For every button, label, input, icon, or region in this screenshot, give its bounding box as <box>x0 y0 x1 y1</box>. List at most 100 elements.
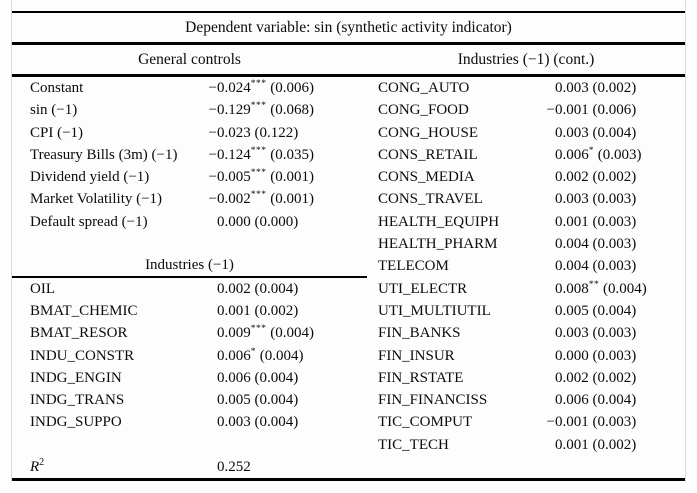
row-label: FIN_FINANCISS <box>378 392 488 409</box>
row-value: 0.002 (0.004) <box>217 280 299 297</box>
table-row: CONG_FOOD −0.001 (0.006) <box>367 99 685 121</box>
table-row: FIN_BANKS 0.003 (0.003) <box>367 322 685 344</box>
significance-stars: *** <box>250 190 267 201</box>
table-row: UTI_MULTIUTIL 0.005 (0.004) <box>367 300 685 322</box>
row-label: INDG_TRANS <box>30 392 125 409</box>
significance-stars: *** <box>250 79 267 89</box>
spacer-row <box>12 233 367 255</box>
row-label: UTI_ELECTR <box>378 280 468 297</box>
row-label: CONG_FOOD <box>378 102 469 119</box>
row-value: −0.002*** (0.001) <box>208 190 314 208</box>
row-value: 0.003 (0.002) <box>555 80 637 96</box>
column-header-row: General controls Industries (−1) (cont.) <box>12 45 685 74</box>
title-divider-rule <box>12 42 685 45</box>
r-squared-row: R2 0.252 <box>12 456 367 478</box>
table-row: BMAT_CHEMIC 0.001 (0.002) <box>12 300 367 322</box>
row-value: 0.006* (0.004) <box>217 346 304 364</box>
row-label: TIC_COMPUT <box>378 414 473 431</box>
row-value: 0.001 (0.002) <box>217 302 299 319</box>
row-label: UTI_MULTIUTIL <box>378 302 491 319</box>
row-value: 0.005 (0.004) <box>555 302 637 319</box>
significance-stars: *** <box>250 101 267 112</box>
row-value: 0.001 (0.003) <box>555 213 637 230</box>
table-row: INDU_CONSTR 0.006* (0.004) <box>12 345 367 367</box>
significance-stars: *** <box>250 168 267 179</box>
row-value: −0.024*** (0.006) <box>208 79 314 96</box>
row-label: TELECOM <box>378 258 449 275</box>
table-row: INDG_SUPPO 0.003 (0.004) <box>12 411 367 433</box>
row-label: TIC_TECH <box>378 436 449 453</box>
significance-stars: *** <box>250 324 267 335</box>
row-value: 0.006* (0.003) <box>555 145 642 163</box>
row-value: 0.000 (0.003) <box>555 347 637 364</box>
table-row: CONS_TRAVEL 0.003 (0.003) <box>367 188 685 210</box>
significance-stars: * <box>250 346 256 357</box>
row-value: 0.001 (0.002) <box>555 436 637 453</box>
row-label: BMAT_CHEMIC <box>30 302 138 319</box>
general-controls-rows: Constant −0.024*** (0.006) sin (−1) −0.129*… <box>12 77 367 233</box>
row-label: Dividend yield (−1) <box>30 169 150 186</box>
table-row: Default spread (−1) 0.000 (0.000) <box>12 211 367 233</box>
right-column-header: Industries (−1) (cont.) <box>457 51 595 68</box>
spacer-row <box>367 456 685 478</box>
significance-stars: * <box>588 145 594 156</box>
table-row: CONS_MEDIA 0.002 (0.002) <box>367 166 685 188</box>
row-value: 0.002 (0.002) <box>555 169 637 186</box>
table-row: TIC_COMPUT −0.001 (0.003) <box>367 411 685 433</box>
row-label: Treasury Bills (3m) (−1) <box>30 146 178 163</box>
row-label: INDG_ENGIN <box>30 369 122 386</box>
row-value: 0.005 (0.004) <box>217 392 299 409</box>
row-value: −0.001 (0.003) <box>546 414 637 431</box>
r-squared-label: R2 <box>30 457 45 476</box>
table-row: Constant −0.024*** (0.006) <box>12 77 367 99</box>
row-label: INDG_SUPPO <box>30 414 122 431</box>
row-label: sin (−1) <box>30 102 78 119</box>
table-row: FIN_FINANCISS 0.006 (0.004) <box>367 389 685 411</box>
table-row: INDG_ENGIN 0.006 (0.004) <box>12 367 367 389</box>
left-panel: Constant −0.024*** (0.006) sin (−1) −0.129*… <box>12 77 367 478</box>
table-row: Market Volatility (−1) −0.002*** (0.001) <box>12 188 367 210</box>
row-label: HEALTH_PHARM <box>378 236 498 253</box>
row-label: INDU_CONSTR <box>30 347 135 364</box>
row-label: FIN_RSTATE <box>378 369 464 386</box>
top-rule <box>12 11 685 13</box>
row-label: CONS_RETAIL <box>378 146 478 163</box>
row-label: Market Volatility (−1) <box>30 191 163 208</box>
table-body: Constant −0.024*** (0.006) sin (−1) −0.129*… <box>12 77 685 478</box>
table-row: FIN_RSTATE 0.002 (0.002) <box>367 367 685 389</box>
row-value: 0.000 (0.000) <box>217 213 299 230</box>
table-row: TIC_TECH 0.001 (0.002) <box>367 434 685 456</box>
spacer-row <box>12 434 367 456</box>
significance-stars: ** <box>588 279 600 290</box>
row-label: FIN_INSUR <box>378 347 455 364</box>
row-value: 0.003 (0.004) <box>217 414 299 431</box>
left-column-header: General controls <box>138 51 241 68</box>
table-row: FIN_INSUR 0.000 (0.003) <box>367 345 685 367</box>
row-label: CONG_AUTO <box>378 80 470 96</box>
table-title-row: Dependent variable: sin (synthetic activ… <box>12 13 685 42</box>
table-row: CONG_AUTO 0.003 (0.002) <box>367 77 685 99</box>
row-value: −0.001 (0.006) <box>546 102 637 119</box>
row-value: 0.004 (0.003) <box>555 236 637 253</box>
table-row: HEALTH_PHARM 0.004 (0.003) <box>367 233 685 255</box>
industries-subheader: Industries (−1) <box>12 255 367 278</box>
table-row: BMAT_RESOR 0.009*** (0.004) <box>12 322 367 344</box>
row-value: 0.002 (0.002) <box>555 369 637 386</box>
table-row: INDG_TRANS 0.005 (0.004) <box>12 389 367 411</box>
table-row: UTI_ELECTR 0.008** (0.004) <box>367 278 685 300</box>
row-value: 0.004 (0.003) <box>555 258 637 275</box>
row-label: CPI (−1) <box>30 124 84 141</box>
table-row: CONS_RETAIL 0.006* (0.003) <box>367 144 685 166</box>
table-row: HEALTH_EQUIPH 0.001 (0.003) <box>367 211 685 233</box>
right-panel: CONG_AUTO 0.003 (0.002) CONG_FOOD −0.001 (0… <box>367 77 685 478</box>
table-row: TELECOM 0.004 (0.003) <box>367 255 685 277</box>
row-label: OIL <box>30 280 55 297</box>
row-label: FIN_BANKS <box>378 325 461 342</box>
row-label: CONS_MEDIA <box>378 169 475 186</box>
table-row: CPI (−1) −0.023 (0.122) <box>12 122 367 144</box>
row-value: −0.129*** (0.068) <box>208 101 314 119</box>
row-value: 0.009*** (0.004) <box>217 324 314 342</box>
header-divider-rule <box>12 74 685 77</box>
row-label: CONS_TRAVEL <box>378 191 483 208</box>
